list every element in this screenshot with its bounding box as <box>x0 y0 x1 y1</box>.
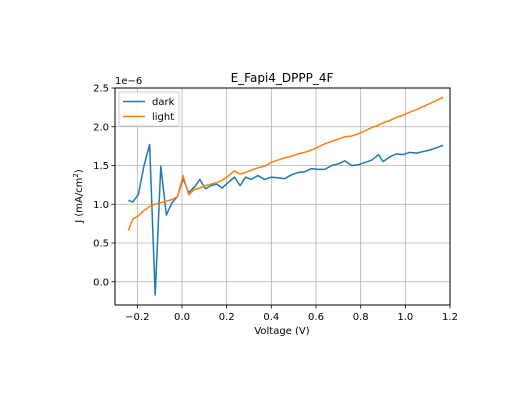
y-axis-offset-label: 1e−6 <box>115 76 142 87</box>
y-axis-ticks: 0.0 0.5 1.0 1.5 2.0 2.5 <box>93 84 115 288</box>
x-axis-label: Voltage (V) <box>254 326 309 337</box>
y-tick-label: 0.5 <box>93 239 109 250</box>
chart-title: E_Fapi4_DPPP_4F <box>231 71 334 85</box>
x-tick-label: 0.8 <box>353 312 369 323</box>
x-tick-label: 1.2 <box>442 312 458 323</box>
x-tick-label: 0.4 <box>263 312 279 323</box>
x-tick-label: −0.2 <box>125 312 149 323</box>
y-axis-label: J (mA/cm2) <box>72 169 85 224</box>
x-tick-label: 0.6 <box>308 312 324 323</box>
legend: dark light <box>118 91 180 127</box>
x-axis-ticks: −0.2 0.0 0.2 0.4 0.6 0.8 1.0 1.2 <box>125 305 458 323</box>
x-tick-label: 0.2 <box>219 312 235 323</box>
axes-frame <box>114 87 451 306</box>
x-tick-label: 0.0 <box>174 312 190 323</box>
series-line-dark <box>128 143 444 296</box>
series-layer <box>127 96 444 296</box>
x-tick-label: 1.0 <box>397 312 413 323</box>
y-tick-label: 2.0 <box>93 122 109 133</box>
y-tick-label: 1.5 <box>93 161 109 172</box>
y-tick-label: 1.0 <box>93 200 109 211</box>
legend-box <box>118 91 180 127</box>
y-tick-label: 0.0 <box>93 277 109 288</box>
y-tick-label: 2.5 <box>93 84 109 95</box>
series-line-light <box>127 96 444 231</box>
legend-label-dark: dark <box>152 97 175 108</box>
y-axis-label-main: J (mA/cm <box>74 178 85 224</box>
y-axis-label-superscript: 2 <box>72 173 80 177</box>
legend-label-light: light <box>152 112 174 123</box>
y-axis-label-close: ) <box>74 169 85 173</box>
